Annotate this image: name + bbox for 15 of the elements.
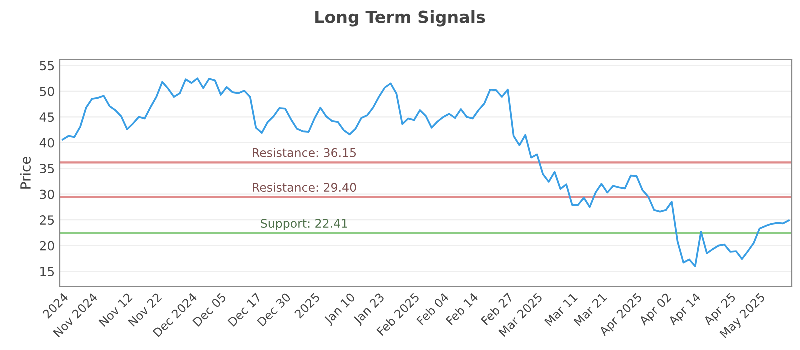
y-tick-label: 50 (40, 86, 54, 96)
y-tick-label: 35 (40, 164, 54, 174)
y-tick-label: 30 (40, 190, 54, 200)
ref-line-label: Resistance: 29.40 (253, 182, 356, 192)
y-tick-label: 40 (40, 138, 54, 148)
y-tick-label: 55 (40, 61, 54, 71)
y-tick-label: 25 (40, 216, 54, 226)
ref-line-label: Support: 22.41 (261, 219, 348, 230)
y-tick-label: 15 (40, 267, 54, 276)
y-tick-label: 20 (40, 241, 54, 251)
chart-title: Long Term Signals (316, 10, 486, 27)
line-series (62, 78, 790, 268)
ref-line-label: Resistance: 36.15 (253, 148, 356, 158)
y-axis-title: Price (20, 157, 31, 189)
y-tick-label: 45 (40, 112, 54, 122)
